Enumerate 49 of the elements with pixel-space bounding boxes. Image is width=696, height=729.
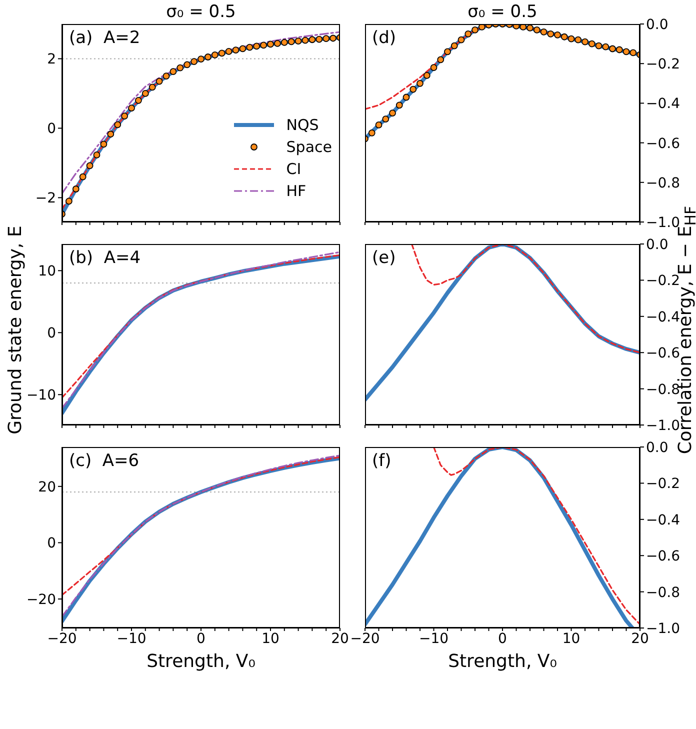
legend-label: Space [286, 138, 332, 156]
y-tick-label: 10 [38, 264, 56, 280]
y-tick-label: −0.2 [646, 56, 680, 73]
y-tick-label: −0.4 [646, 309, 680, 326]
y-tick-label: 2 [47, 52, 56, 68]
x-tick-label: −20 [350, 630, 380, 647]
x-tick-label: 10 [262, 630, 280, 647]
x-tick-label: 20 [631, 630, 649, 647]
legend-label: CI [286, 160, 302, 178]
x-tick-label: 10 [562, 630, 580, 647]
y-tick-label: 20 [38, 479, 56, 496]
y-tick-label: −0.2 [646, 476, 680, 492]
chart-title: σ₀ = 0.5 [466, 2, 538, 22]
y-tick-label: −1.0 [646, 418, 680, 434]
y-tick-label: −0.6 [646, 346, 680, 362]
y-tick-label: −0.4 [646, 96, 680, 112]
legend-label: HF [286, 182, 306, 200]
chart-title: σ₀ = 0.5 [165, 2, 237, 22]
y-tick-label: 0 [47, 326, 56, 342]
x-tick-label: 0 [196, 630, 206, 647]
y-tick-label: −0.6 [646, 136, 680, 152]
y-axis-title: Ground state energy, E [5, 224, 26, 436]
x-axis-title: Strength, V₀ [146, 651, 256, 672]
y-tick-label: 0 [47, 121, 56, 138]
annotation: (e) [372, 248, 396, 268]
y-tick-label: −0.4 [646, 512, 680, 528]
x-tick-label: −10 [116, 630, 146, 647]
y-tick-label: −0.8 [646, 175, 680, 192]
y-tick-label: −0.2 [646, 273, 680, 290]
y-tick-label: −0.8 [646, 382, 680, 398]
y-tick-label: −2 [35, 190, 56, 207]
x-tick-label: −10 [418, 630, 449, 647]
y-tick-label: −0.6 [646, 548, 680, 565]
annotation: (b) A=4 [69, 248, 141, 268]
y-tick-label: −20 [26, 592, 56, 608]
y-tick-label: −10 [26, 388, 56, 404]
y-tick-label: −0.8 [646, 584, 680, 601]
legend-label: NQS [286, 116, 319, 134]
x-axis-title: Strength, V₀ [447, 651, 558, 672]
annotation: (d) [372, 28, 396, 48]
annotation: (a) A=2 [69, 28, 140, 48]
annotation: (c) A=6 [69, 451, 140, 471]
annotation: (f) [372, 451, 392, 471]
y-tick-label: 0.0 [646, 236, 668, 253]
x-tick-label: 20 [331, 630, 349, 647]
x-tick-label: 0 [498, 630, 507, 647]
y-tick-label: 0.0 [646, 16, 668, 33]
y-tick-label: 0.0 [646, 440, 668, 456]
y-tick-label: 0 [47, 536, 56, 552]
